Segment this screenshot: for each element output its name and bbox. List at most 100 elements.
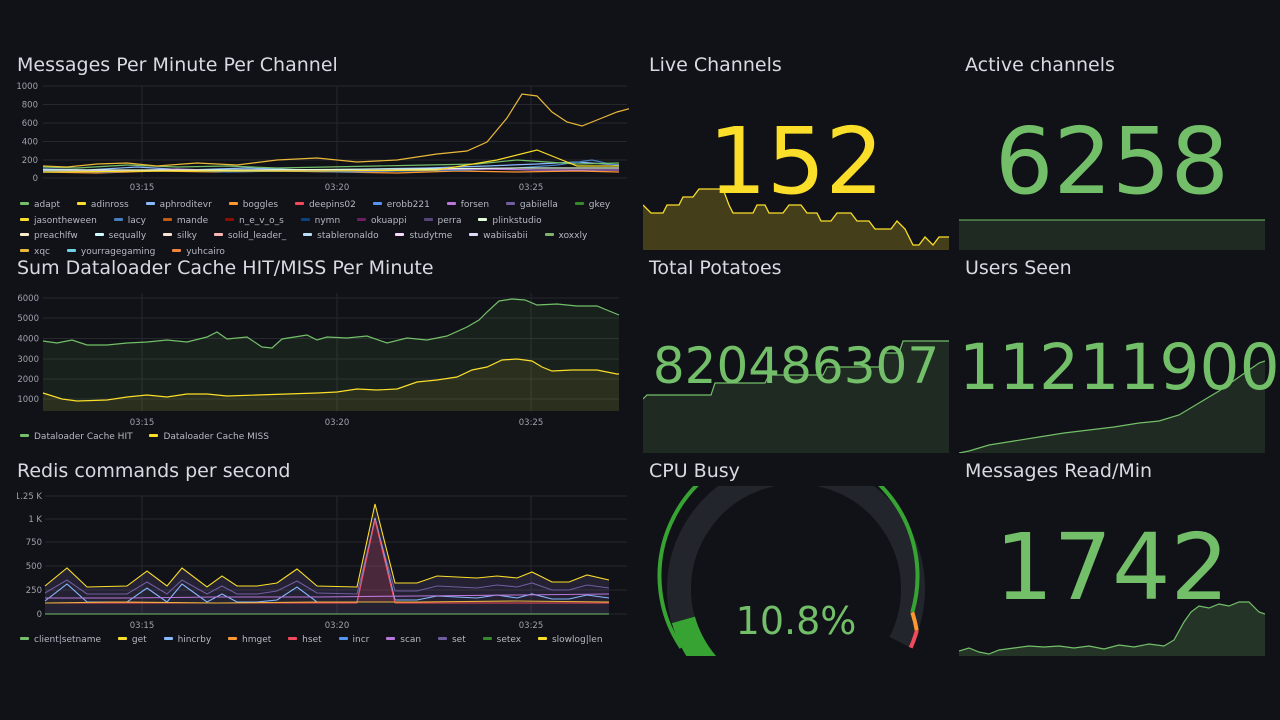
legend-label: deepins02 — [308, 200, 356, 210]
legend-label: scan — [400, 635, 422, 645]
y-tick: 1 K — [28, 515, 42, 525]
legend-item[interactable]: hmget — [228, 633, 271, 649]
legend-item[interactable]: forsen — [446, 198, 490, 214]
messages-read-panel: Messages Read/Min 1742 — [959, 460, 1265, 656]
legend-item[interactable]: incr — [338, 633, 370, 649]
users-seen-value: 11211900 — [959, 331, 1280, 404]
messages-panel-title[interactable]: Messages Per Minute Per Channel — [17, 54, 338, 76]
gauge-threshold-green — [657, 486, 920, 649]
legend-item[interactable]: studytme — [395, 229, 452, 245]
active-channels-title[interactable]: Active channels — [965, 54, 1115, 76]
cache-miss-area — [43, 359, 619, 411]
legend-item[interactable]: perra — [423, 214, 462, 230]
legend-item[interactable]: adapt — [20, 198, 60, 214]
legend-item[interactable]: scan — [386, 633, 421, 649]
legend-item[interactable]: setex — [482, 633, 522, 649]
legend-item[interactable]: stableronaldo — [303, 229, 379, 245]
cpu-busy-title[interactable]: CPU Busy — [649, 460, 740, 482]
legend-item[interactable]: wabiisabii — [469, 229, 528, 245]
legend-item[interactable]: silky — [163, 229, 197, 245]
legend-label: incr — [352, 635, 370, 645]
legend-item[interactable]: gkey — [574, 198, 610, 214]
y-tick: 250 — [26, 586, 42, 596]
legend-label: setex — [496, 635, 522, 645]
redis-panel-title[interactable]: Redis commands per second — [17, 460, 291, 482]
legend-item[interactable]: n_e_v_o_s — [225, 214, 284, 230]
legend-label: hset — [302, 635, 322, 645]
legend-item[interactable]: erobb221 — [372, 198, 430, 214]
legend-label: lacy — [127, 215, 146, 226]
legend-item[interactable]: aphroditevr — [145, 198, 212, 214]
messages-chart[interactable]: 1000 800 600 400 200 0 03:15 03:20 03:25 — [17, 80, 629, 220]
users-seen-title[interactable]: Users Seen — [965, 257, 1072, 279]
legend-item[interactable]: xqc — [20, 245, 50, 261]
series-line — [43, 167, 619, 171]
legend-label: erobb221 — [386, 200, 430, 210]
legend-item[interactable]: solid_leader_ — [213, 229, 287, 245]
legend-item[interactable]: lacy — [113, 214, 146, 230]
series-line — [42, 159, 620, 169]
legend-label: preachlfw — [34, 231, 78, 241]
x-tick: 03:20 — [325, 183, 350, 193]
legend-item[interactable]: preachlfw — [20, 229, 78, 245]
messages-per-minute-panel: Messages Per Minute Per Channel 1000 800… — [17, 54, 629, 257]
legend-item[interactable]: mande — [162, 214, 208, 230]
legend-label: nymn — [314, 215, 341, 226]
legend-item[interactable]: sequally — [94, 229, 146, 245]
messages-legend: adapt adinross aphroditevr boggles deepi… — [20, 198, 630, 260]
legend-label: perra — [437, 215, 462, 226]
legend-item[interactable]: client|setname — [20, 633, 101, 649]
cache-chart[interactable]: 6000 5000 4000 3000 2000 1000 03:15 03:2… — [17, 287, 629, 437]
legend-item[interactable]: plinkstudio — [478, 214, 542, 230]
total-potatoes-title[interactable]: Total Potatoes — [649, 257, 782, 279]
legend-item[interactable]: set — [437, 633, 466, 649]
y-tick: 1000 — [17, 395, 39, 405]
legend-item[interactable]: yuhcairo — [172, 245, 225, 261]
legend-label: plinkstudio — [492, 215, 542, 226]
legend-label: aphroditevr — [159, 200, 212, 210]
gauge-track — [667, 486, 925, 648]
live-channels-title[interactable]: Live Channels — [649, 54, 782, 76]
legend-item[interactable]: gabiiella — [505, 198, 558, 214]
legend-label: adapt — [34, 200, 60, 210]
legend-label: Dataloader Cache HIT — [34, 432, 133, 442]
messages-read-value: 1742 — [994, 514, 1230, 621]
legend-item[interactable]: hincrby — [163, 633, 211, 649]
legend-label: forsen — [460, 200, 490, 210]
y-tick: 0 — [33, 174, 38, 184]
cache-legend: Dataloader Cache HIT Dataloader Cache MI… — [20, 430, 630, 446]
legend-label: stableronaldo — [317, 231, 379, 241]
legend-item[interactable]: boggles — [228, 198, 278, 214]
legend-item[interactable]: hset — [288, 633, 322, 649]
cpu-busy-value: 10.8% — [735, 599, 857, 643]
legend-item[interactable]: Dataloader Cache HIT — [20, 430, 133, 446]
cache-panel-title[interactable]: Sum Dataloader Cache HIT/MISS Per Minute — [17, 257, 434, 279]
x-tick: 03:15 — [130, 621, 155, 631]
legend-item[interactable]: okuappi — [357, 214, 407, 230]
legend-item[interactable]: adinross — [76, 198, 129, 214]
y-tick: 200 — [22, 156, 38, 166]
legend-item[interactable]: jasontheween — [20, 214, 97, 230]
users-seen-panel: Users Seen 11211900 — [959, 257, 1280, 453]
legend-label: studytme — [409, 231, 453, 241]
x-tick: 03:25 — [519, 183, 544, 193]
legend-item[interactable]: Dataloader Cache MISS — [149, 430, 269, 446]
legend-label: hmget — [242, 635, 272, 645]
legend-item[interactable]: get — [117, 633, 147, 649]
x-tick: 03:25 — [519, 621, 544, 631]
legend-item[interactable]: yourragegaming — [66, 245, 156, 261]
legend-label: set — [451, 635, 466, 645]
legend-label: yourragegaming — [80, 246, 156, 257]
legend-item[interactable]: slowlog|len — [537, 633, 603, 649]
legend-item[interactable]: deepins02 — [294, 198, 356, 214]
total-potatoes-sparkline — [643, 340, 949, 453]
redis-chart[interactable]: 1.25 K 1 K 750 500 250 0 03:15 03:20 03:… — [17, 490, 629, 640]
legend-label: solid_leader_ — [227, 231, 287, 241]
legend-item[interactable]: xoxxly — [544, 229, 587, 245]
messages-read-title[interactable]: Messages Read/Min — [965, 460, 1153, 482]
legend-item[interactable]: nymn — [300, 214, 341, 230]
y-tick: 400 — [22, 138, 38, 148]
series-line — [44, 517, 610, 595]
legend-label: xqc — [34, 246, 50, 257]
x-tick: 03:15 — [130, 183, 155, 193]
